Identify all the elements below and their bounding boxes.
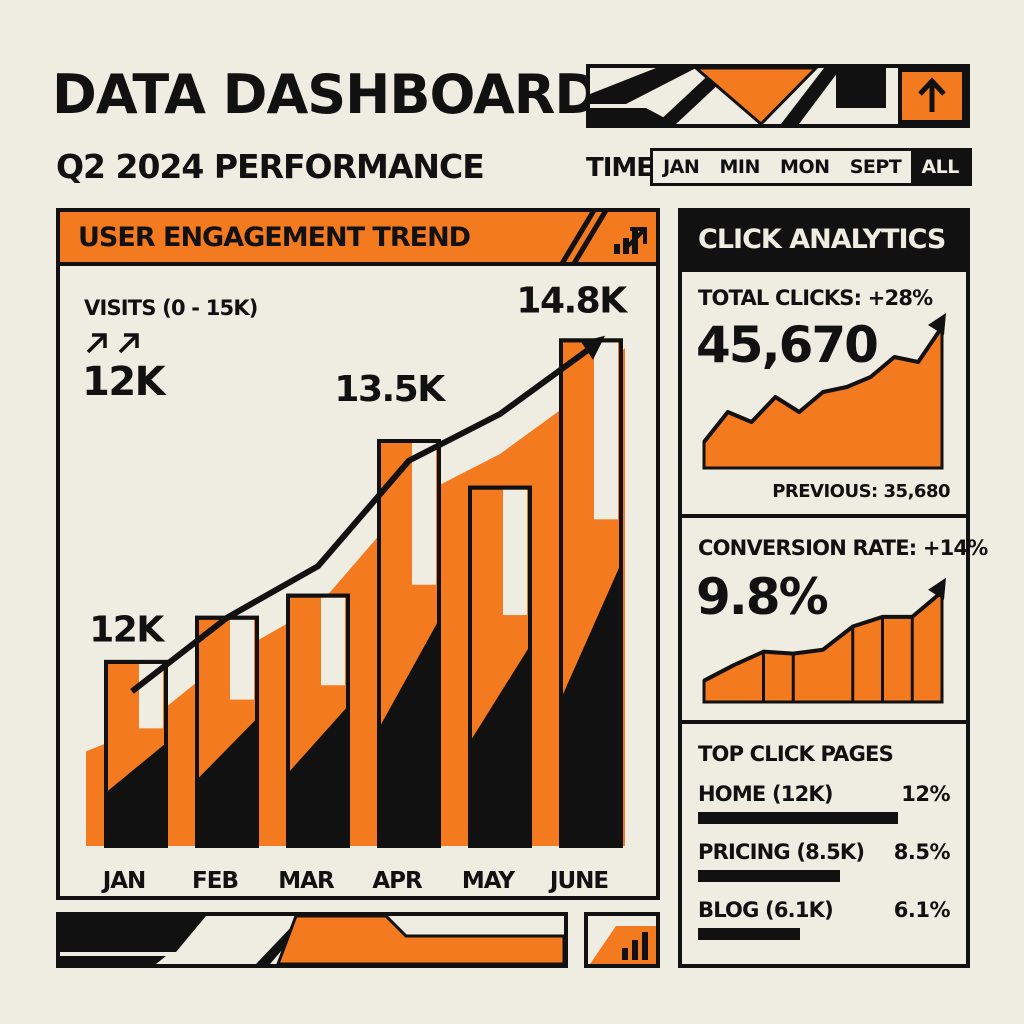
arrow-up-icon (918, 77, 946, 112)
total-clicks-label: TOTAL CLICKS: +28% (698, 286, 933, 310)
chart-bar-may (468, 485, 532, 849)
chart-bar-mar (286, 593, 350, 848)
x-tick-apr: APR (372, 868, 423, 894)
conversion-area (702, 588, 944, 704)
click-analytics-panel: CLICK ANALYTICS TOTAL CLICKS: +28% 45,67… (678, 208, 988, 968)
time-filter-label: TIME (586, 153, 654, 183)
time-filter: JAN MIN MON SEPT ALL (650, 148, 972, 186)
visits-axis-label: VISITS (0 - 15K) (84, 296, 258, 320)
divider (682, 268, 966, 272)
data-label-jan: 12K (89, 609, 165, 650)
visits-arrows (86, 333, 139, 354)
chart-bar-apr (377, 439, 441, 848)
top-page-bar (698, 928, 800, 940)
total-clicks-line (702, 325, 944, 444)
divider (682, 514, 966, 518)
trend-line (130, 345, 593, 694)
chart-bar-jan (104, 659, 168, 848)
arrow-up-right-icon (118, 333, 139, 354)
arrow-up-button[interactable] (898, 68, 966, 124)
engagement-header: USER ENGAGEMENT TREND (60, 212, 656, 266)
total-clicks-value: 45,670 (696, 316, 879, 374)
previous-clicks: PREVIOUS: 35,680 (772, 481, 950, 502)
top-page-name[interactable]: BLOG (6.1K) (698, 898, 834, 922)
top-page-bar (698, 812, 898, 824)
visits-value: 12K (82, 359, 166, 405)
time-option-jan[interactable]: JAN (663, 156, 700, 178)
top-page-pct: 12% (901, 782, 950, 806)
x-tick-june: JUNE (548, 868, 608, 894)
total-clicks-area (702, 322, 944, 470)
engagement-chart: 12K 13.5K 14.8K JAN FEB MAR APR MAY JUNE (86, 280, 630, 894)
arrow-up-right-icon[interactable] (620, 224, 650, 254)
time-option-min[interactable]: MIN (719, 156, 760, 178)
chart-bar-feb (195, 615, 259, 848)
click-analytics-header: CLICK ANALYTICS (682, 212, 966, 268)
conversion-rate-value: 9.8% (696, 568, 829, 626)
click-analytics-title: CLICK ANALYTICS (698, 224, 946, 255)
x-tick-feb: FEB (192, 868, 238, 894)
arrow-up-right-icon (928, 577, 946, 600)
data-label-june: 14.8K (516, 280, 628, 321)
total-clicks-sparkline (702, 313, 946, 470)
engagement-panel: USER ENGAGEMENT TREND 12K 13.5K 14.8K JAN F… (56, 208, 660, 900)
top-page-pct: 6.1% (893, 898, 951, 922)
divider (682, 720, 966, 724)
x-tick-mar: MAR (278, 868, 335, 894)
bar-chart-icon (590, 926, 656, 964)
top-page-pct: 8.5% (893, 840, 951, 864)
top-page-name[interactable]: HOME (12K) (698, 782, 833, 806)
arrow-up-right-icon (86, 333, 107, 354)
arrow-up-right-icon (928, 313, 946, 335)
decorative-footer (56, 912, 660, 968)
time-option-mon[interactable]: MON (780, 156, 830, 178)
top-pages-title: TOP CLICK PAGES (698, 742, 894, 766)
data-label-apr: 13.5K (334, 369, 446, 410)
trend-arrow (581, 335, 605, 360)
page-title: DATA DASHBOARD (52, 63, 599, 126)
time-option-sept[interactable]: SEPT (849, 156, 902, 178)
x-tick-may: MAY (462, 868, 515, 894)
x-tick-jan: JAN (101, 868, 146, 894)
conversion-line (703, 590, 944, 683)
conversion-sparkline (702, 577, 946, 704)
conversion-rate-label: CONVERSION RATE: +14% (698, 536, 988, 560)
top-page-name[interactable]: PRICING (8.5K) (698, 840, 865, 864)
page-subtitle: Q2 2024 PERFORMANCE (56, 147, 485, 186)
top-page-bar (698, 870, 840, 882)
time-option-all[interactable]: ALL (911, 151, 969, 183)
engagement-title: USER ENGAGEMENT TREND (78, 222, 471, 253)
chart-bar-june (559, 338, 623, 848)
